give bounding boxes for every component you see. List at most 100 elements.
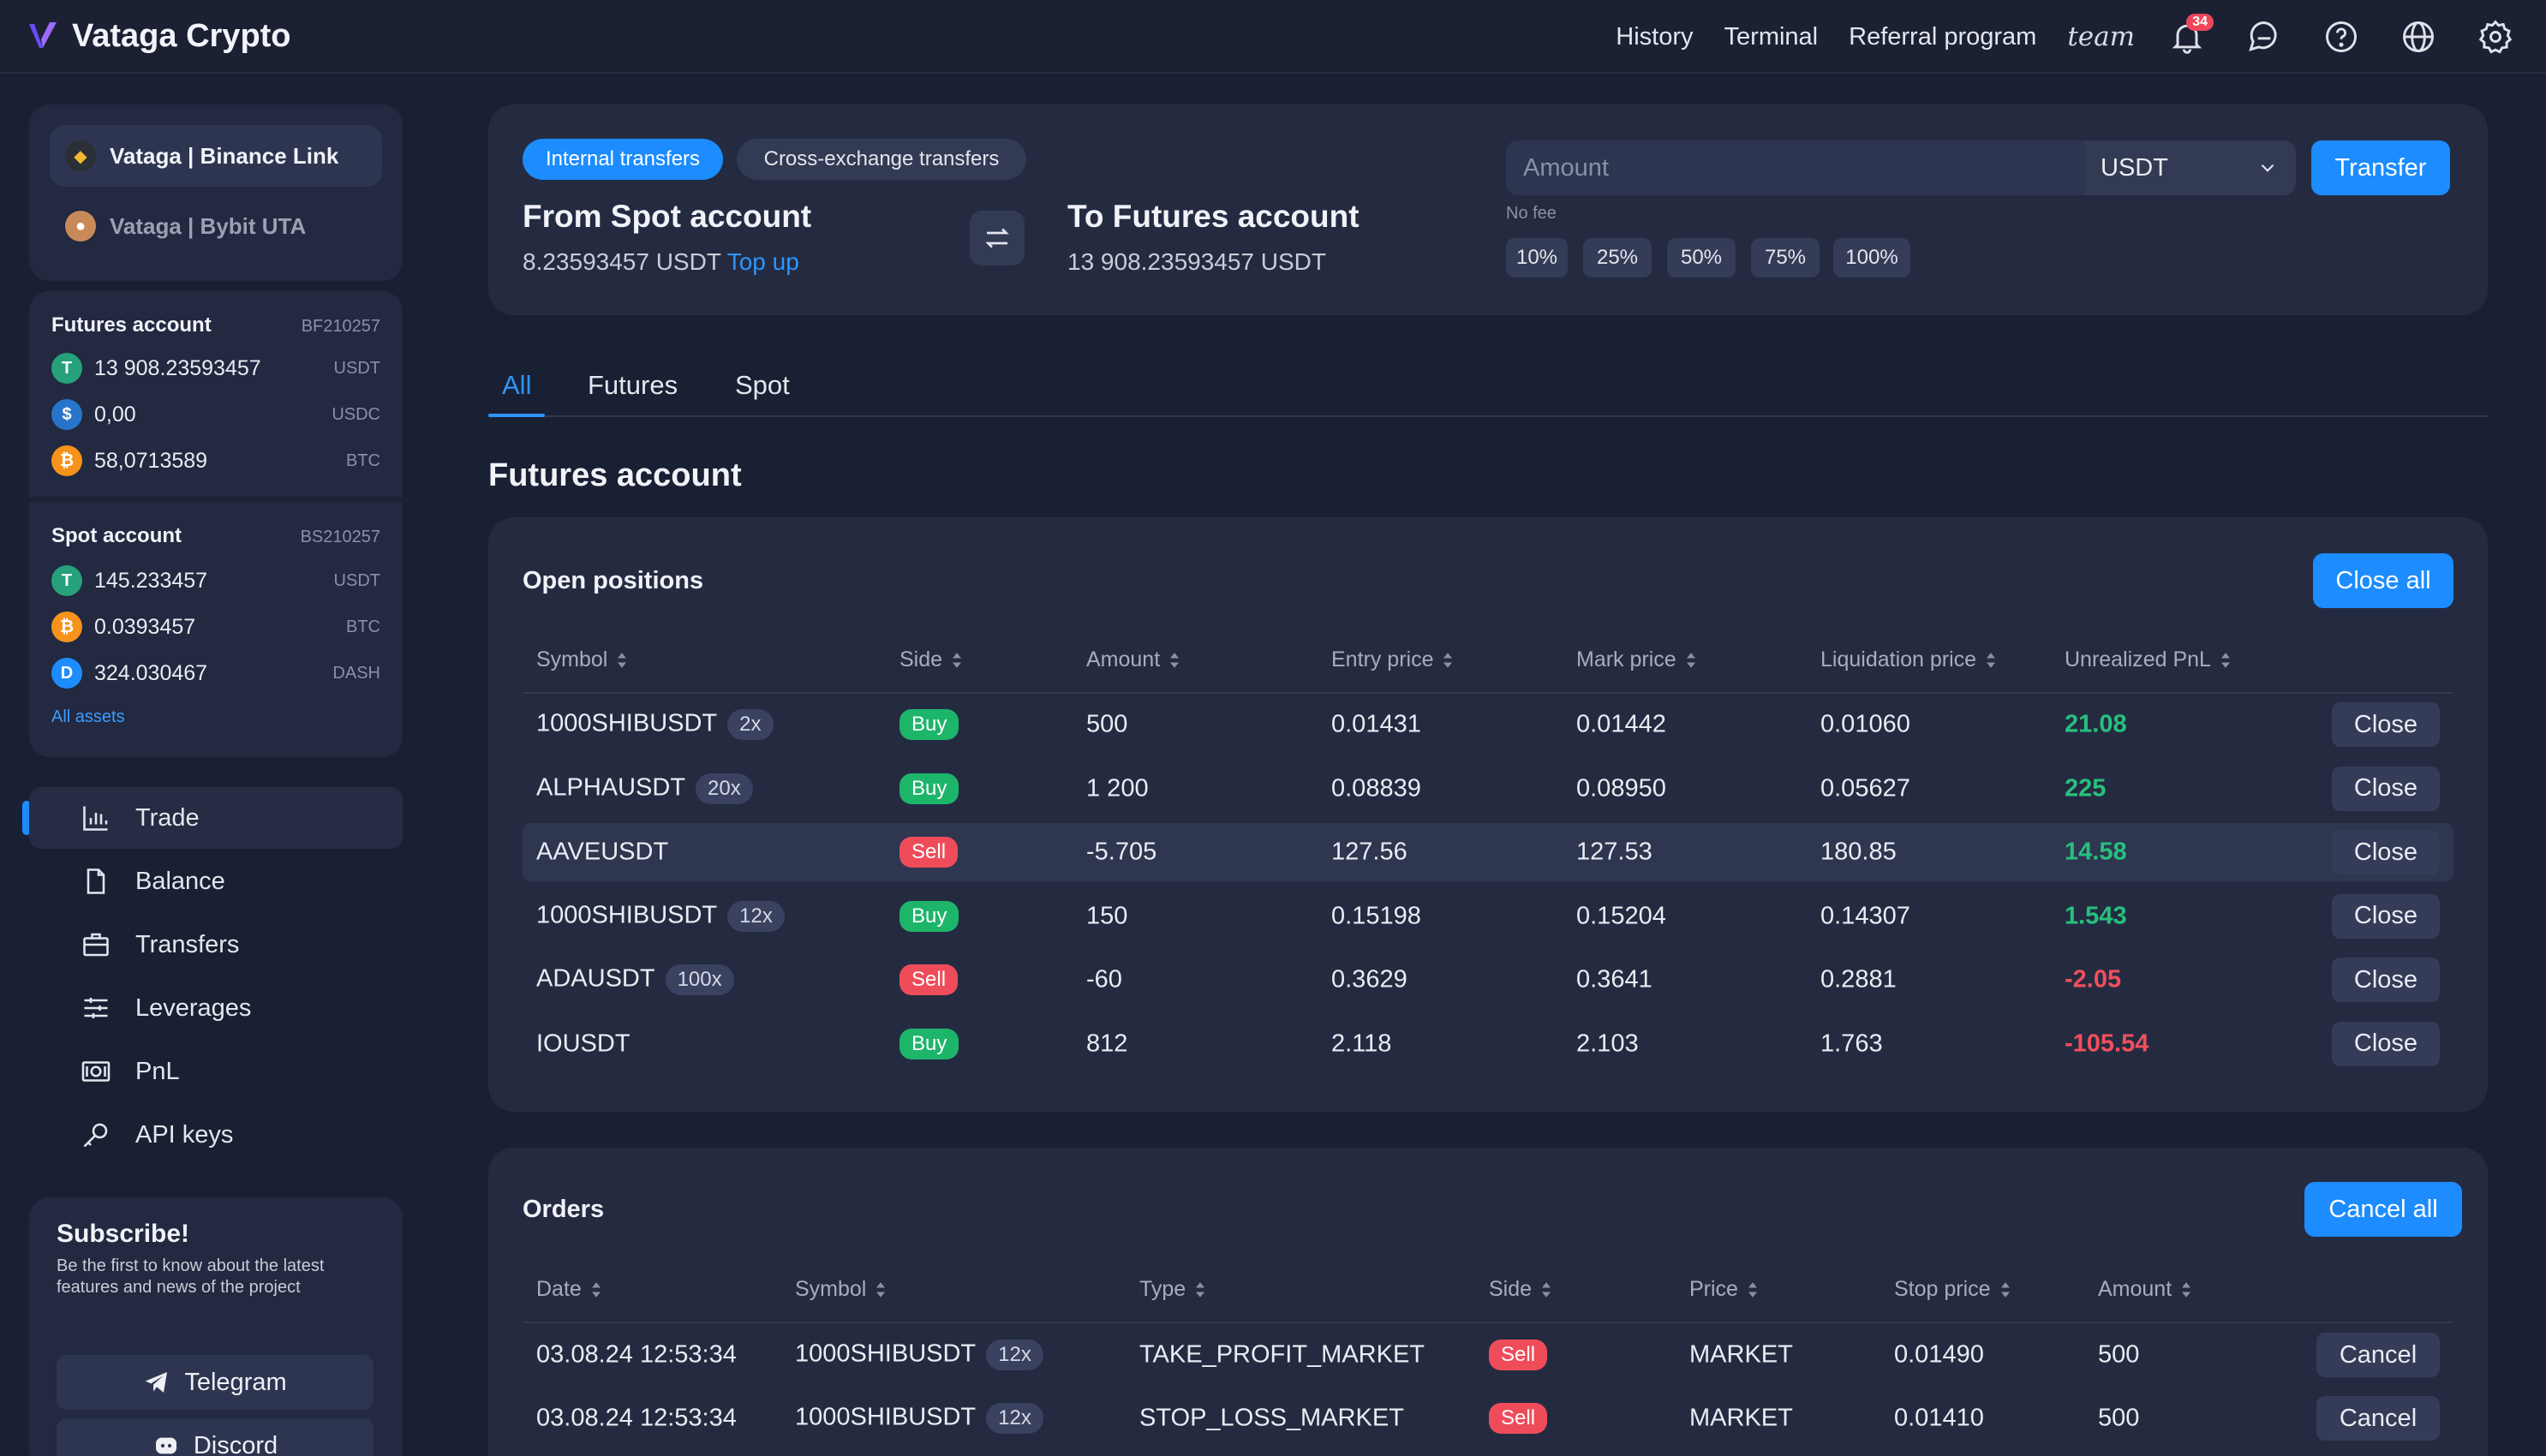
percent-10-button[interactable]: 10% bbox=[1506, 238, 1568, 277]
column-header[interactable]: Symbol bbox=[536, 647, 628, 672]
percent-50-button[interactable]: 50% bbox=[1667, 238, 1736, 277]
bitcoin-icon: ₿ bbox=[51, 612, 82, 642]
cancel-order-button[interactable]: Cancel bbox=[2316, 1396, 2440, 1441]
discord-button[interactable]: Discord bbox=[57, 1418, 374, 1456]
column-header-label: Amount bbox=[1086, 647, 1161, 671]
asset-amount: 324.030467 bbox=[94, 660, 208, 685]
column-header-label: Symbol bbox=[536, 647, 608, 671]
type-cell: TAKE_PROFIT_MARKET bbox=[1139, 1340, 1425, 1369]
all-assets-link[interactable]: All assets bbox=[51, 707, 125, 726]
column-header[interactable]: Amount bbox=[2098, 1277, 2192, 1302]
sort-icon bbox=[1542, 1281, 1551, 1298]
discord-icon bbox=[155, 1437, 176, 1454]
asset-currency: BTC bbox=[346, 617, 380, 636]
swap-accounts-button[interactable] bbox=[970, 211, 1025, 266]
column-header[interactable]: Side bbox=[1489, 1277, 1552, 1302]
subscribe-text: Be the first to know about the latest fe… bbox=[57, 1256, 325, 1297]
currency-select[interactable]: USDT bbox=[2085, 140, 2296, 195]
side-cell: Buy bbox=[899, 900, 959, 932]
menu-api-keys[interactable]: API keys bbox=[29, 1104, 403, 1166]
column-header[interactable]: Entry price bbox=[1331, 647, 1454, 672]
sort-icon bbox=[1987, 652, 1996, 668]
asset-row: T 13 908.23593457 USDT bbox=[51, 351, 380, 385]
nav-team[interactable]: team bbox=[2067, 21, 2135, 52]
percent-25-button[interactable]: 25% bbox=[1583, 238, 1652, 277]
gear-icon[interactable] bbox=[2476, 17, 2515, 57]
menu-trade[interactable]: Trade bbox=[29, 787, 403, 849]
tab-all[interactable]: All bbox=[502, 370, 532, 400]
currency-value: USDT bbox=[2101, 153, 2168, 182]
liq-cell: 1.763 bbox=[1820, 1029, 1883, 1057]
sort-icon bbox=[1196, 1281, 1205, 1298]
exchange-binance[interactable]: ◆ Vataga | Binance Link bbox=[50, 125, 382, 187]
globe-icon[interactable] bbox=[2399, 17, 2438, 57]
sort-icon bbox=[591, 1281, 601, 1298]
column-header[interactable]: Mark price bbox=[1576, 647, 1697, 672]
help-icon[interactable] bbox=[2322, 17, 2361, 57]
nav-terminal[interactable]: Terminal bbox=[1724, 22, 1819, 51]
chevron-down-icon bbox=[2261, 164, 2274, 172]
cancel-all-button[interactable]: Cancel all bbox=[2304, 1182, 2462, 1237]
tab-cross-exchange-transfers[interactable]: Cross-exchange transfers bbox=[737, 139, 1026, 180]
symbol-text: 1000SHIBUSDT bbox=[795, 1403, 977, 1431]
table-row: IOUSDT Buy 812 2.118 2.103 1.763 -105.54 Close bbox=[523, 1015, 2453, 1073]
logo[interactable]: Vataga Crypto bbox=[26, 18, 291, 55]
subscribe-title: Subscribe! bbox=[57, 1220, 190, 1248]
transfer-button[interactable]: Transfer bbox=[2311, 140, 2450, 195]
tab-futures[interactable]: Futures bbox=[588, 370, 678, 400]
symbol-text: ADAUSDT bbox=[536, 964, 655, 993]
close-all-button[interactable]: Close all bbox=[2313, 553, 2453, 608]
asset-row: ₿ 58,0713589 BTC bbox=[51, 444, 380, 478]
nav-history[interactable]: History bbox=[1616, 22, 1694, 51]
asset-amount: 0,00 bbox=[94, 402, 136, 427]
menu-balance[interactable]: Balance bbox=[29, 850, 403, 912]
column-header[interactable]: Side bbox=[899, 647, 963, 672]
bell-icon[interactable]: 34 bbox=[2167, 14, 2214, 57]
close-position-button[interactable]: Close bbox=[2332, 893, 2440, 939]
nav-referral[interactable]: Referral program bbox=[1849, 22, 2037, 51]
side-badge: Sell bbox=[899, 964, 959, 995]
top-up-link[interactable]: Top up bbox=[726, 248, 799, 275]
close-position-button[interactable]: Close bbox=[2332, 958, 2440, 1002]
liq-cell: 0.01060 bbox=[1820, 710, 1910, 738]
column-header[interactable]: Type bbox=[1139, 1277, 1206, 1302]
chat-icon[interactable] bbox=[2244, 17, 2284, 57]
amount-cell: 500 bbox=[1086, 710, 1128, 738]
side-cell: Sell bbox=[899, 964, 959, 995]
column-header[interactable]: Symbol bbox=[795, 1277, 887, 1302]
side-cell: Sell bbox=[1489, 1403, 1548, 1434]
column-header[interactable]: Stop price bbox=[1894, 1277, 2011, 1302]
column-header-label: Side bbox=[899, 647, 943, 671]
amount-cell: 500 bbox=[2098, 1340, 2140, 1369]
amount-input[interactable] bbox=[1506, 140, 2085, 195]
close-position-button[interactable]: Close bbox=[2332, 1021, 2440, 1066]
column-header[interactable]: Unrealized PnL bbox=[2065, 647, 2232, 672]
tab-internal-transfers[interactable]: Internal transfers bbox=[523, 139, 723, 180]
side-cell: Buy bbox=[899, 709, 959, 740]
amount-cell: 150 bbox=[1086, 902, 1128, 929]
percent-100-button[interactable]: 100% bbox=[1833, 238, 1910, 277]
tab-spot[interactable]: Spot bbox=[735, 370, 790, 400]
close-position-button[interactable]: Close bbox=[2332, 702, 2440, 747]
column-header[interactable]: Liquidation price bbox=[1820, 647, 1997, 672]
menu-transfers[interactable]: Transfers bbox=[29, 914, 403, 976]
cancel-order-button[interactable]: Cancel bbox=[2316, 1333, 2440, 1377]
close-position-button[interactable]: Close bbox=[2332, 830, 2440, 874]
symbol-cell: IOUSDT bbox=[536, 1029, 631, 1058]
side-badge: Buy bbox=[899, 900, 959, 932]
side-cell: Sell bbox=[899, 837, 959, 868]
close-position-button[interactable]: Close bbox=[2332, 766, 2440, 811]
menu-pnl[interactable]: PnL bbox=[29, 1041, 403, 1102]
divider bbox=[29, 497, 403, 502]
to-balance: 13 908.23593457 USDT bbox=[1067, 248, 1326, 275]
menu-label: Trade bbox=[135, 803, 200, 832]
column-header-label: Amount bbox=[2098, 1277, 2172, 1301]
telegram-button[interactable]: Telegram bbox=[57, 1355, 374, 1410]
exchange-bybit[interactable]: ● Vataga | Bybit UTA bbox=[50, 195, 382, 257]
type-cell: STOP_LOSS_MARKET bbox=[1139, 1404, 1404, 1432]
column-header[interactable]: Date bbox=[536, 1277, 602, 1302]
column-header[interactable]: Price bbox=[1689, 1277, 1759, 1302]
column-header[interactable]: Amount bbox=[1086, 647, 1180, 672]
menu-leverages[interactable]: Leverages bbox=[29, 977, 403, 1039]
percent-75-button[interactable]: 75% bbox=[1751, 238, 1820, 277]
